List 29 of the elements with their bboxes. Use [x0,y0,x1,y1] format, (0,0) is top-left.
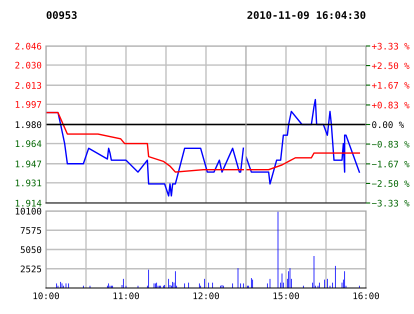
chart-subtitle: 2010-11-09 16:04:30 [247,11,366,20]
y-tick-label: 1.914 [16,200,42,207]
text: −0.83 % [372,140,410,148]
y-tick-label: 2.030 [15,62,42,69]
x-tick-label: 11:00 [113,292,140,300]
y-tick-label: 2.013 [15,82,42,89]
text: +3.33 % [372,42,410,50]
x-tick-label: 16:00 [353,292,380,300]
y-tick-label: 10100 [16,208,42,215]
y-tick-label: 1.964 [16,140,42,148]
text: +1.67 % [372,82,410,89]
y-tick-label: 2.046 [15,42,42,50]
x-tick-label: 10:00 [33,292,60,300]
text: +2.50 % [372,62,410,70]
chart-title: 00953 [46,11,77,20]
x-tick-label: 15:00 [273,292,300,300]
x-tick-label: 12:00 [193,292,220,300]
y-tick-label: 7575 [20,227,42,234]
y-tick-label: 1.947 [16,160,42,168]
text: +0.83 % [372,102,410,109]
y-tick-label: 1.997 [16,101,42,108]
y-tick-label: 5050 [20,246,42,254]
text: −2.50 % [372,180,410,188]
text: −1.67 % [372,160,410,168]
y-tick-label: 1.980 [16,121,42,128]
y-tick-label: 2525 [20,266,42,272]
text: −3.33 % [372,200,410,207]
text: 0.00 % [372,121,404,128]
y-tick-label: 1.931 [16,180,42,186]
